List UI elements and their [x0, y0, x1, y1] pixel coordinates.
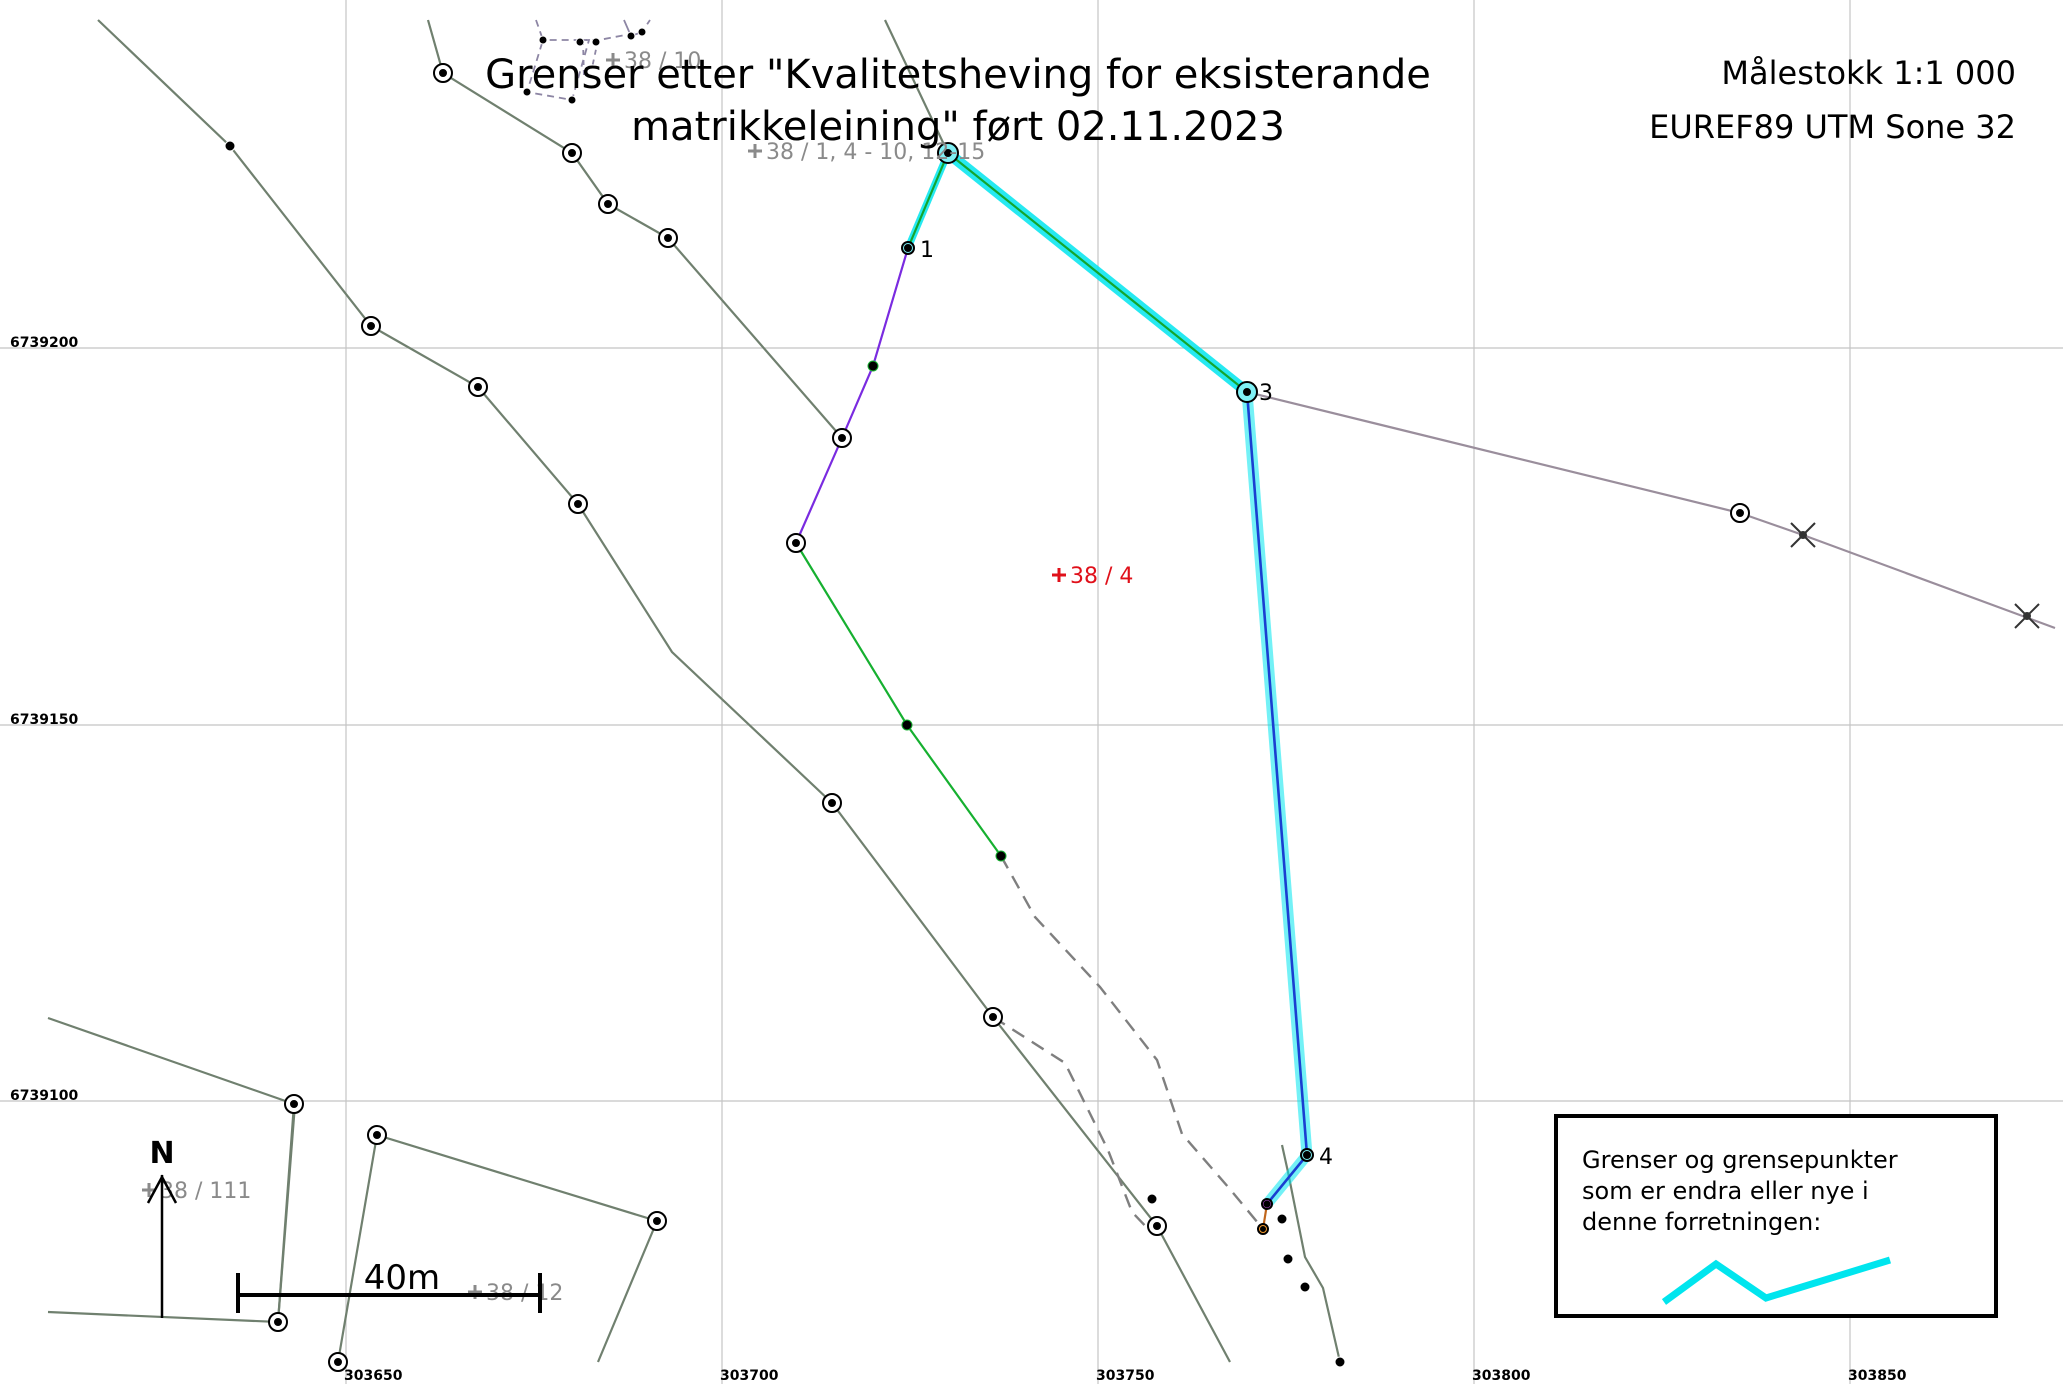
north-arrow: N: [146, 1136, 178, 1318]
parcel-labels: 38 / 4 38 / 10 38 / 1, 4 - 10, 12-15 38 …: [142, 49, 1133, 1306]
circle-dot-icon: [328, 1352, 348, 1372]
title-line-2: matrikkeleining" ført 02.11.2023: [631, 104, 1285, 150]
axis-labels: 6739200 6739150 6739100 303650 303700 30…: [10, 335, 1907, 1384]
map-info: Målestokk 1:1 000 EUREF89 UTM Sone 32: [1649, 54, 2016, 146]
dashed-boundaries: [992, 855, 1264, 1234]
scale-bar: 40m: [236, 1258, 542, 1313]
circle-dot-icon: [658, 228, 678, 248]
x-marker-icon: [2014, 603, 2040, 629]
x-markers: [1790, 522, 2040, 629]
legend-line-3: denne forretningen:: [1582, 1208, 1821, 1236]
circle-dot-icon: [468, 377, 488, 397]
easting-label: 303800: [1472, 1368, 1531, 1384]
circle-dot-icon: [433, 63, 453, 83]
point-label: 1: [920, 238, 934, 263]
circle-dot-icon: [937, 142, 959, 164]
svg-text:38 / 10: 38 / 10: [624, 49, 701, 74]
title-line-1: Grenser etter "Kvalitetsheving for eksis…: [485, 52, 1431, 98]
point-label: 3: [1259, 381, 1273, 406]
circle-dot-icon: [1730, 503, 1750, 523]
easting-label: 303700: [720, 1368, 779, 1384]
legend-line-1: Grenser og grensepunkter: [1582, 1146, 1898, 1174]
svg-text:38 / 4: 38 / 4: [1070, 564, 1133, 589]
circle-dot-icon: [361, 316, 381, 336]
legend-line-2: som er endra eller nye i: [1582, 1177, 1869, 1205]
circle-dot-icon: [786, 533, 806, 553]
point-labels: 1 3 4: [920, 238, 1333, 1170]
circle-dot-icon: [367, 1125, 387, 1145]
arrow-up-icon: [146, 1174, 178, 1318]
small-points: [224, 27, 1346, 1368]
legend: Grenser og grensepunkter som er endra el…: [1554, 1114, 1998, 1318]
easting-label: 303650: [344, 1368, 403, 1384]
existing-boundaries: [47, 19, 1342, 1363]
northing-label: 6739150: [10, 712, 78, 728]
northing-label: 6739200: [10, 335, 78, 351]
circle-dot-icon: [562, 143, 582, 163]
legend-sample-line: [1661, 1256, 1892, 1305]
boundary-points: [268, 63, 1750, 1372]
parcel-label-north: 38 / 1, 4 - 10, 12-15: [748, 140, 985, 165]
circle-dot-icon: [568, 494, 588, 514]
changed-boundaries: [794, 152, 1309, 1230]
crs-text: EUREF89 UTM Sone 32: [1649, 108, 2016, 146]
circle-dot-icon: [284, 1094, 304, 1114]
circle-dot-icon: [1147, 1216, 1167, 1236]
parcel-label-north-top: 38 / 10: [606, 49, 701, 74]
map-title: Grenser etter "Kvalitetsheving for eksis…: [485, 52, 1431, 150]
plus-icon: [748, 144, 762, 158]
scale-bar-label: 40m: [364, 1258, 440, 1298]
scale-text: Målestokk 1:1 000: [1721, 54, 2016, 92]
circle-dot-icon: [983, 1007, 1003, 1027]
northing-label: 6739100: [10, 1088, 78, 1104]
circle-dot-icon: [598, 194, 618, 214]
changed-boundaries-highlight: [904, 147, 1313, 1210]
circle-dot-icon: [822, 793, 842, 813]
easting-label: 303750: [1096, 1368, 1155, 1384]
circle-dot-icon: [832, 428, 852, 448]
circle-dot-icon: [647, 1211, 667, 1231]
changed-boundary-points: [901, 142, 1314, 1235]
parcel-label-main: 38 / 4: [1052, 564, 1133, 589]
circle-dot-icon: [268, 1312, 288, 1332]
circle-dot-icon: [1236, 381, 1258, 403]
plus-icon: [606, 53, 620, 67]
east-boundary: [1246, 390, 2056, 630]
point-label: 4: [1319, 1145, 1333, 1170]
easting-label: 303850: [1848, 1368, 1907, 1384]
x-marker-icon: [1790, 522, 1816, 548]
north-arrow-label: N: [149, 1136, 174, 1171]
plus-icon: [1052, 568, 1066, 582]
svg-text:38 / 1, 4 - 10, 12-15: 38 / 1, 4 - 10, 12-15: [766, 140, 985, 165]
